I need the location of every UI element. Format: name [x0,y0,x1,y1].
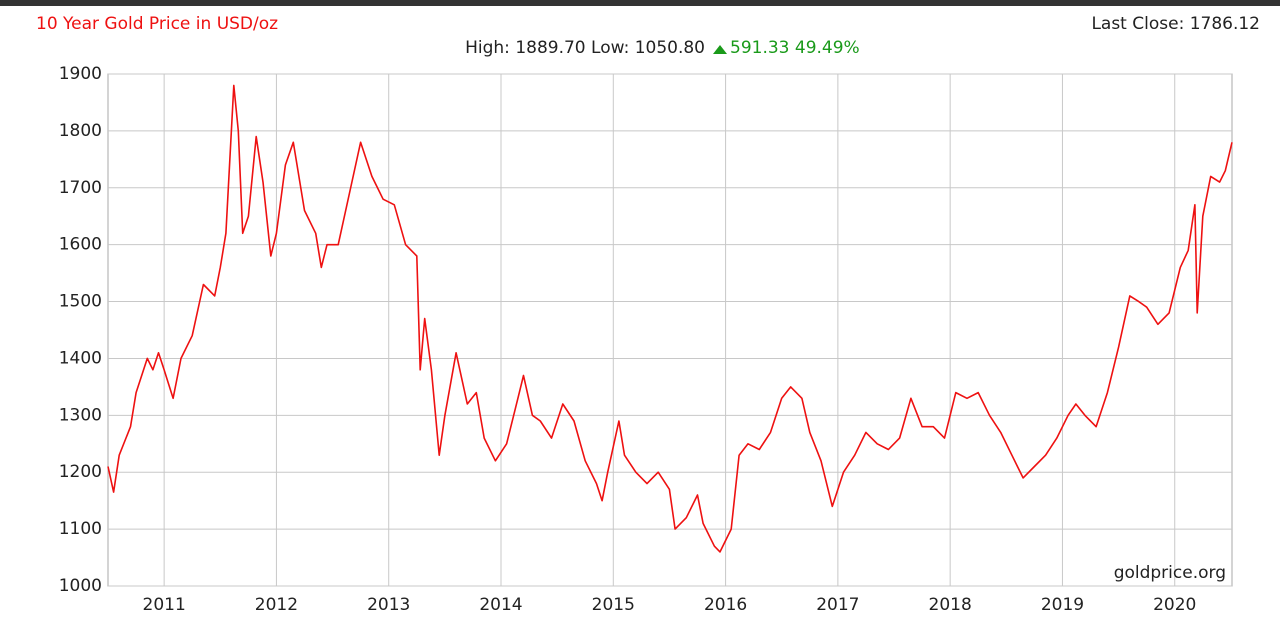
top-bar [0,0,1280,6]
x-tick-label: 2016 [704,595,747,615]
change: 591.33 49.49% [730,38,860,58]
x-tick-label: 2020 [1153,595,1196,615]
watermark: goldprice.org [1114,563,1226,583]
stats: High: 1889.70 Low: 1050.80 [465,38,705,58]
y-tick-label: 1600 [59,235,102,255]
y-tick-label: 1400 [59,348,102,368]
y-tick-label: 1900 [59,64,102,84]
chart-title: 10 Year Gold Price in USD/oz [36,14,278,34]
y-tick-label: 1100 [59,519,102,539]
last-close: Last Close: 1786.12 [1091,14,1260,34]
x-tick-label: 2013 [367,595,410,615]
y-tick-label: 1800 [59,121,102,141]
x-tick-label: 2014 [479,595,522,615]
y-tick-label: 1200 [59,462,102,482]
y-tick-label: 1000 [59,576,102,596]
x-tick-label: 2015 [592,595,635,615]
x-tick-label: 2018 [929,595,972,615]
price-line [107,84,1233,553]
y-tick-label: 1300 [59,405,102,425]
x-tick-label: 2011 [143,595,186,615]
up-arrow [713,45,727,54]
x-tick-label: 2017 [816,595,859,615]
y-tick-label: 1700 [59,178,102,198]
y-tick-label: 1500 [59,292,102,312]
x-tick-label: 2012 [255,595,298,615]
x-tick-label: 2019 [1041,595,1084,615]
